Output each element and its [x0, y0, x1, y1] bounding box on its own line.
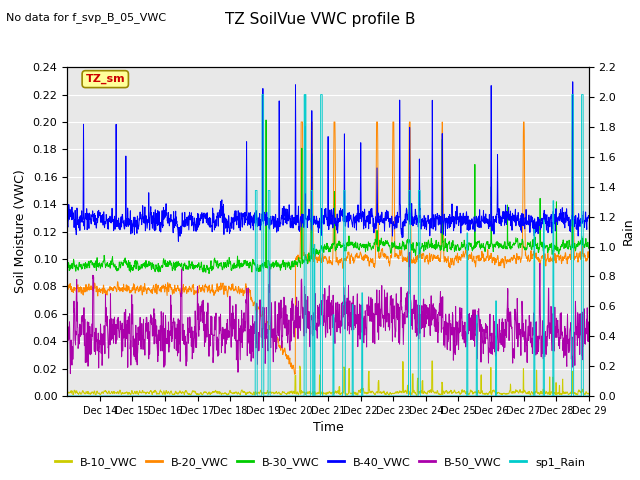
Text: No data for f_svp_B_05_VWC: No data for f_svp_B_05_VWC: [6, 12, 166, 23]
Y-axis label: Soil Moisture (VWC): Soil Moisture (VWC): [14, 170, 27, 293]
Text: TZ_sm: TZ_sm: [86, 74, 125, 84]
X-axis label: Time: Time: [312, 421, 344, 434]
Text: TZ SoilVue VWC profile B: TZ SoilVue VWC profile B: [225, 12, 415, 27]
Y-axis label: Rain: Rain: [622, 218, 635, 245]
Legend: B-10_VWC, B-20_VWC, B-30_VWC, B-40_VWC, B-50_VWC, sp1_Rain: B-10_VWC, B-20_VWC, B-30_VWC, B-40_VWC, …: [51, 452, 589, 472]
